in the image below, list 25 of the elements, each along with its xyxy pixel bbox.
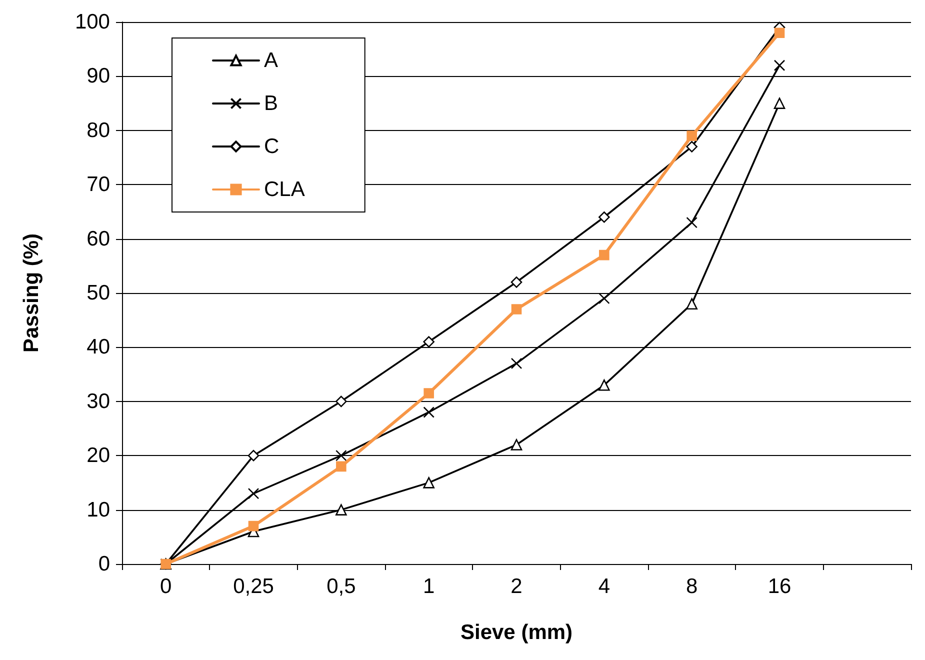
y-tick-label: 70: [86, 173, 110, 196]
legend-label: A: [264, 49, 278, 72]
y-tick-label: 80: [86, 118, 110, 142]
y-tick-label: 60: [86, 227, 110, 250]
legend-label: CLA: [264, 178, 305, 201]
x-tick-label: 0: [160, 575, 172, 598]
x-tick-label: 16: [768, 575, 792, 598]
legend-label: B: [264, 92, 278, 115]
y-tick-label: 20: [86, 444, 110, 468]
y-tick-label: 90: [86, 64, 110, 88]
y-tick-label: 40: [86, 336, 110, 359]
x-axis-title: Sieve (mm): [460, 621, 573, 644]
x-tick-label: 0,5: [326, 575, 356, 598]
y-tick-label: 0: [98, 552, 110, 576]
x-tick-label: 1: [422, 575, 435, 598]
y-axis-title: Passing (%): [20, 233, 43, 353]
x-tick-label: 4: [598, 575, 610, 598]
x-tick-label: 8: [686, 575, 698, 598]
y-tick-label: 30: [86, 390, 110, 413]
y-tick-label: 10: [86, 498, 110, 522]
x-tick-label: 2: [510, 575, 522, 598]
y-tick-label: 50: [86, 282, 110, 304]
x-tick-label: 0,25: [233, 575, 274, 598]
y-tick-label: 100: [74, 10, 110, 34]
legend-label: C: [264, 135, 280, 158]
